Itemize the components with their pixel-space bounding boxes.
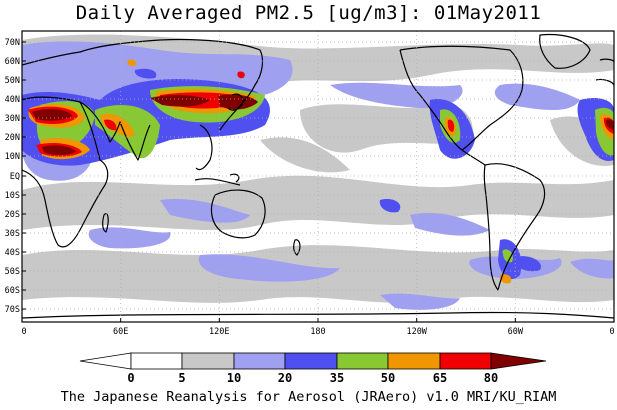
colorbar-label-80: 80 <box>484 371 498 385</box>
pm25-band-10-20 <box>22 41 614 310</box>
colorbar-segment-20-35 <box>284 352 338 370</box>
colorbar-segment-50-65 <box>387 352 441 370</box>
coastline-australia <box>210 189 266 239</box>
lat-label-70n: 70N <box>5 38 20 48</box>
lat-label-30n: 30N <box>5 114 20 124</box>
coastline-greenland <box>539 33 591 69</box>
coastline-new-zealand <box>293 239 301 256</box>
map-grid <box>22 31 614 322</box>
lat-label-40s: 40S <box>5 248 20 258</box>
lon-label-120w: 120W <box>406 327 427 337</box>
colorbar-label-5: 5 <box>178 371 185 385</box>
colorbar-label-35: 35 <box>330 371 344 385</box>
colorbar-labels: 0 5 10 20 35 50 65 80 <box>127 371 498 385</box>
lat-label-30s: 30S <box>5 229 20 239</box>
coastline-antarctica <box>22 311 614 319</box>
map-title: Daily Averaged PM2.5 [ug/m3]: 01May2011 <box>75 2 542 24</box>
coastline-japan <box>227 93 244 111</box>
coastline-south-america <box>483 163 546 291</box>
lon-label-0-left: 0 <box>21 327 26 337</box>
colorbar-label-20: 20 <box>278 371 292 385</box>
colorbar-segment-above-80 <box>490 352 547 370</box>
lon-labels: 0 60E 120E 180 120W 60W 0 <box>21 327 614 337</box>
colorbar-label-0: 0 <box>127 371 134 385</box>
lat-label-10n: 10N <box>5 152 20 162</box>
colorbar-segment-5-10 <box>181 352 235 370</box>
lat-label-20n: 20N <box>5 133 20 143</box>
colorbar-segment-35-50 <box>336 352 389 370</box>
lon-label-60e: 60E <box>113 327 128 337</box>
axis-ticks <box>22 41 516 322</box>
lat-label-60n: 60N <box>5 57 20 67</box>
lat-label-10s: 10S <box>5 191 20 201</box>
lat-label-70s: 70S <box>5 305 20 315</box>
lat-label-40n: 40N <box>5 95 20 105</box>
lon-label-0-right: 0 <box>609 327 614 337</box>
coastline-central-america <box>461 149 486 166</box>
coastline-north-america <box>399 45 524 151</box>
data-credit: The Japanese Reanalysis for Aerosol (JRA… <box>60 389 557 405</box>
coastline-africa <box>22 96 109 248</box>
pm25-field <box>22 31 614 322</box>
colorbar-segment-0-5 <box>130 352 183 370</box>
lon-label-180: 180 <box>310 327 325 337</box>
coastline-se-asia <box>195 124 213 171</box>
colorbar-label-50: 50 <box>381 371 395 385</box>
lat-label-50n: 50N <box>5 76 20 86</box>
colorbar-segment-below-0 <box>79 352 132 370</box>
lat-label-eq: EQ <box>10 172 20 182</box>
lon-label-60w: 60W <box>508 327 524 337</box>
lat-label-20s: 20S <box>5 210 20 220</box>
colorbar-label-10: 10 <box>227 371 241 385</box>
lat-label-50s: 50S <box>5 267 20 277</box>
coastline-arabia-india <box>79 101 151 161</box>
lat-labels: 70N 60N 50N 40N 30N 20N 10N EQ 10S 20S 3… <box>5 38 20 315</box>
colorbar-segment-65-80 <box>439 352 492 370</box>
coastlines <box>22 33 614 319</box>
colorbar-segment-10-20 <box>233 352 286 370</box>
lat-label-60s: 60S <box>5 286 20 296</box>
colorbar-label-65: 65 <box>433 371 447 385</box>
colorbar <box>79 352 547 370</box>
lon-label-120e: 120E <box>209 327 229 337</box>
